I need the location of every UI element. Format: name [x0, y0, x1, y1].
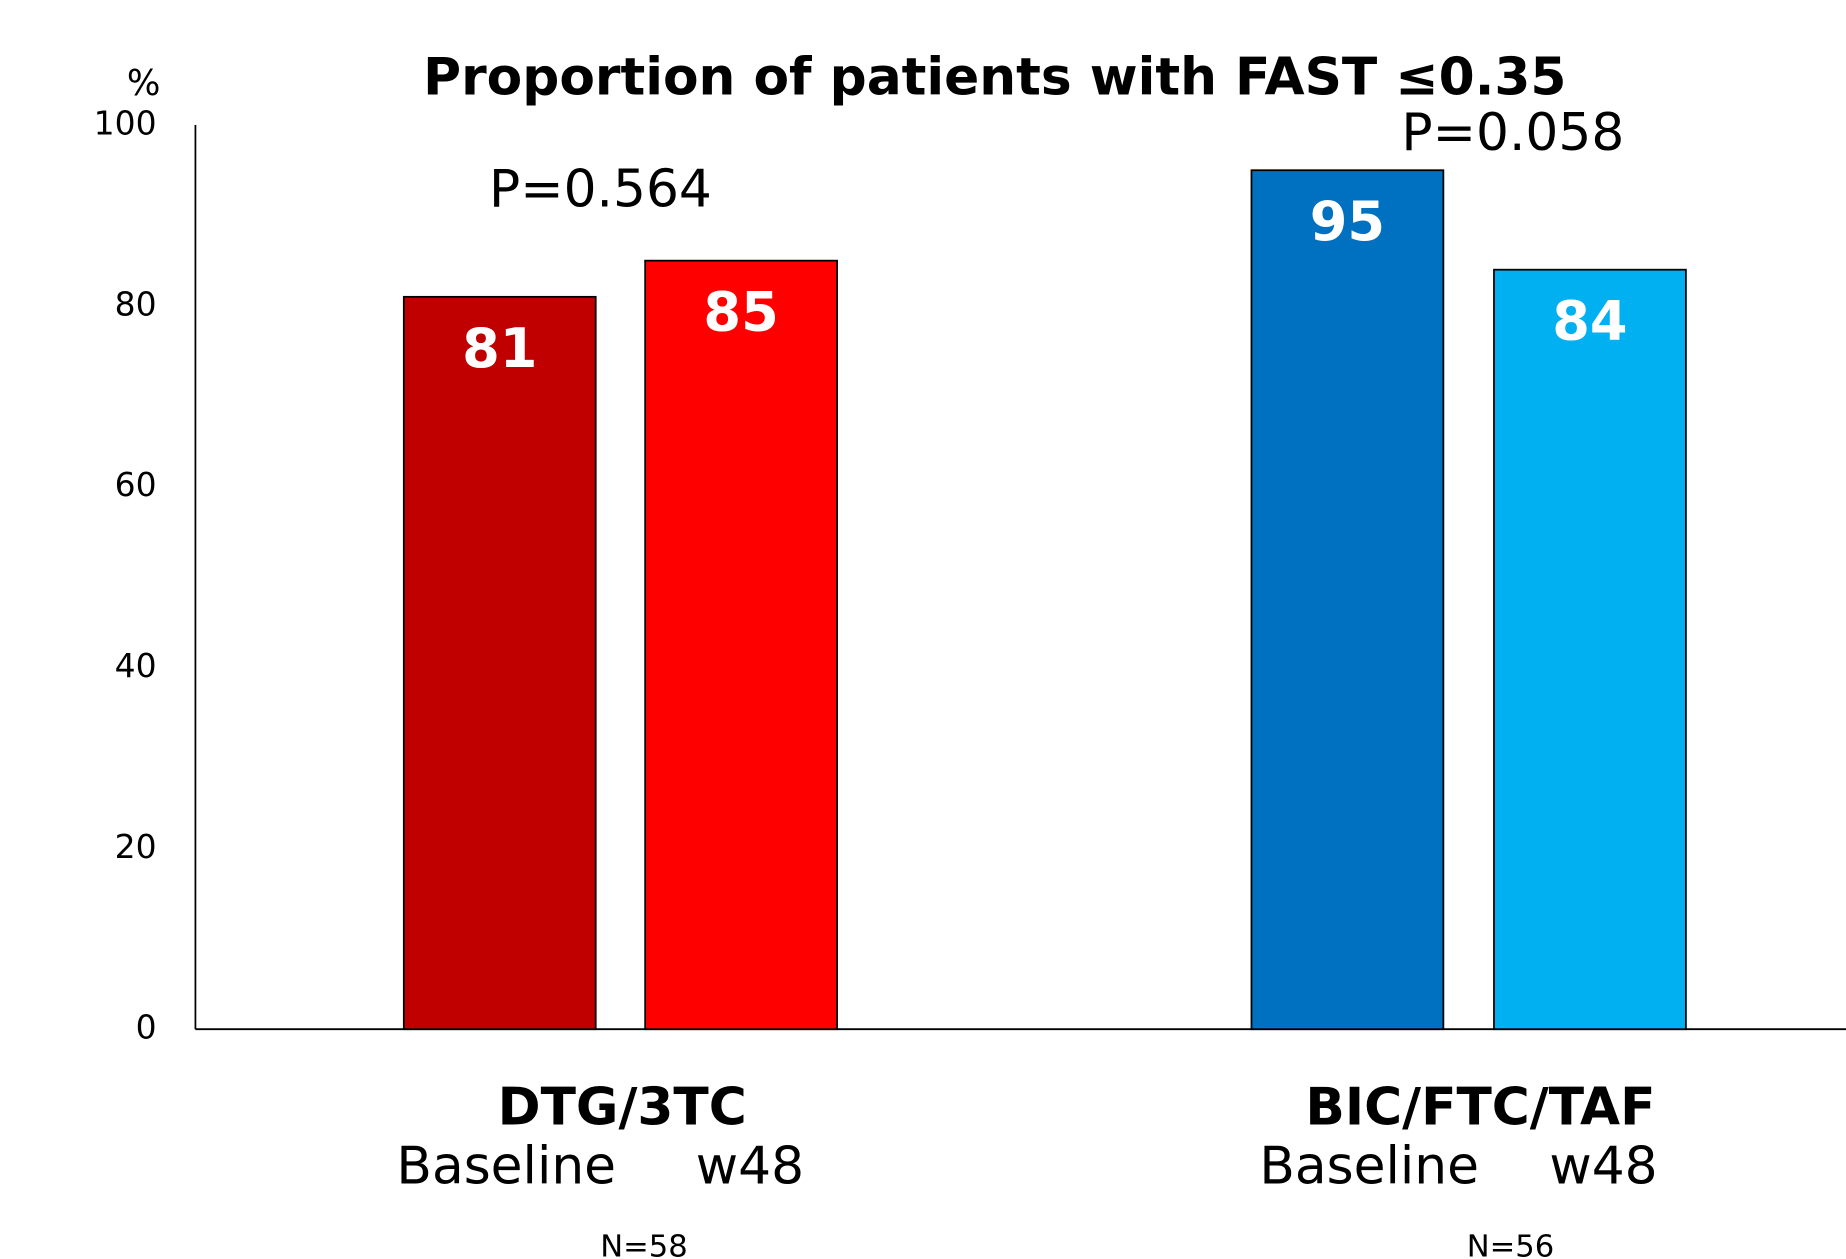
value-label: 84	[1552, 290, 1627, 353]
x-tick-label: Baseline	[1259, 1136, 1479, 1196]
y-tick-label: 0	[136, 1008, 157, 1047]
value-label: 85	[703, 281, 778, 344]
annotation: P=0.058	[1401, 103, 1624, 163]
x-tick-label: w48	[1549, 1136, 1657, 1196]
bar	[1250, 169, 1445, 1031]
value-label: 81	[462, 317, 537, 380]
group-n: N=56	[1467, 1230, 1554, 1259]
y-tick-label: 20	[115, 827, 157, 866]
group-label: DTG/3TC	[498, 1077, 747, 1137]
bar	[402, 295, 597, 1031]
y-tick-label: 40	[115, 646, 157, 685]
y-tick-label: 80	[115, 284, 157, 323]
chart-title: Proportion of patients with FAST ≤0.35	[423, 47, 1566, 107]
y-tick-label: 100	[94, 104, 157, 143]
y-axis-label: %	[127, 63, 161, 104]
x-tick-label: w48	[696, 1136, 804, 1196]
annotation: P=0.564	[489, 159, 712, 219]
bar	[1493, 268, 1687, 1031]
group-n: N=58	[600, 1230, 687, 1259]
x-tick-label: Baseline	[396, 1136, 616, 1196]
bar	[644, 259, 838, 1031]
y-tick-label: 60	[115, 465, 157, 504]
value-label: 95	[1310, 190, 1385, 253]
group-label: BIC/FTC/TAF	[1305, 1077, 1655, 1137]
